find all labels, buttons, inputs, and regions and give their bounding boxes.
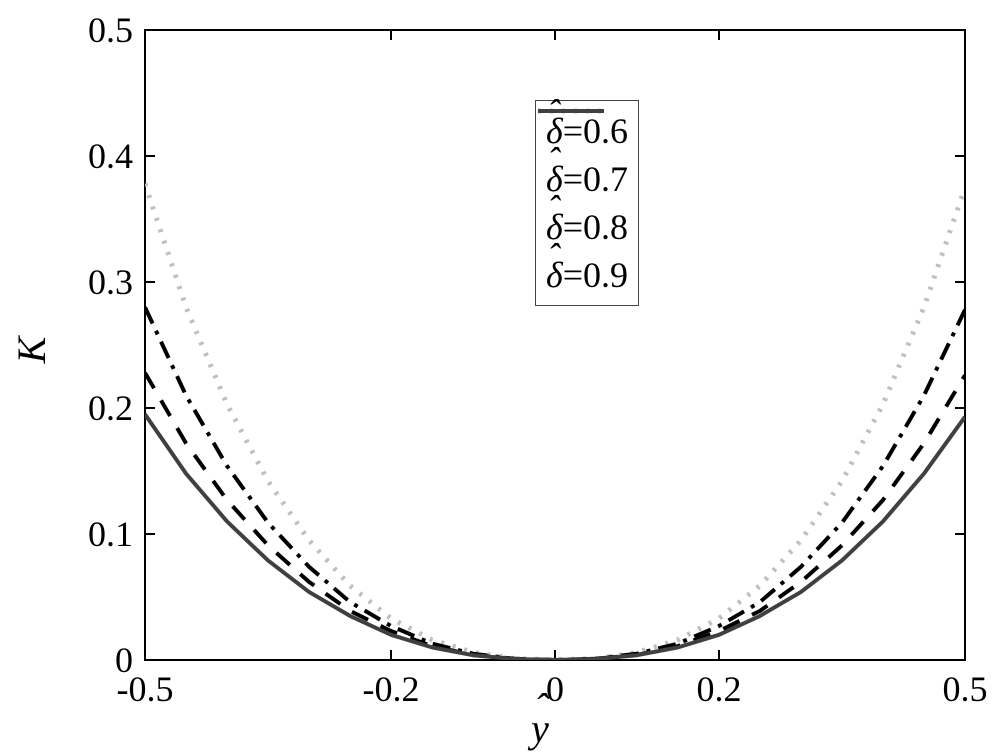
legend: δˆ=0.6δˆ=0.7δˆ=0.8δˆ=0.9 [535, 100, 639, 306]
x-tick-label: 0 [546, 668, 564, 710]
y-tick-label: 0.2 [88, 387, 133, 429]
y-tick-label: 0.4 [88, 135, 133, 177]
y-tick-label: 0 [115, 639, 133, 681]
chart-svg [0, 0, 1000, 756]
y-tick-label: 0.3 [88, 261, 133, 303]
chart-figure: Kˆ yˆ δˆ=0.6δˆ=0.7δˆ=0.8δˆ=0.9 -0.5-0.20… [0, 0, 1000, 756]
x-tick-label: 0.5 [943, 668, 988, 710]
y-tick-label: 0.1 [88, 513, 133, 555]
legend-swatch-icon [536, 101, 606, 121]
legend-label: δˆ=0.9 [546, 254, 628, 296]
y-axis-label: Kˆ [8, 337, 55, 364]
y-tick-label: 0.5 [88, 9, 133, 51]
legend-row: δˆ=0.9 [546, 251, 628, 299]
x-axis-label: yˆ [531, 705, 549, 752]
x-tick-label: -0.2 [363, 668, 420, 710]
x-tick-label: 0.2 [697, 668, 742, 710]
